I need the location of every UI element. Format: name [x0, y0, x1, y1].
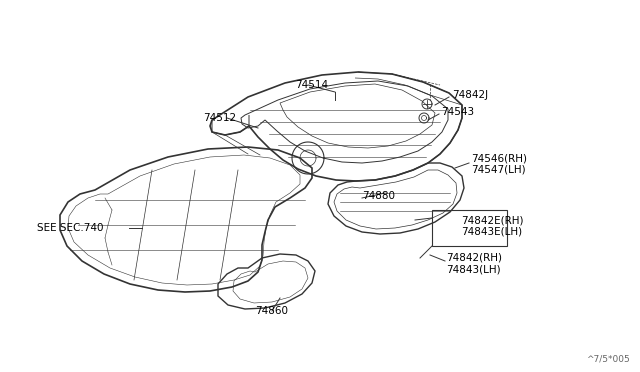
Text: 74842J: 74842J — [452, 90, 488, 100]
Bar — [432, 210, 507, 246]
Text: ^7/5*005: ^7/5*005 — [586, 355, 630, 364]
Text: 74842E(RH): 74842E(RH) — [461, 215, 524, 225]
Text: 74842(RH): 74842(RH) — [446, 253, 502, 263]
Text: 74543: 74543 — [441, 107, 474, 117]
Text: SEE SEC.740: SEE SEC.740 — [37, 223, 104, 233]
Text: 74880: 74880 — [362, 191, 395, 201]
Text: 74546(RH): 74546(RH) — [471, 153, 527, 163]
Text: 74843(LH): 74843(LH) — [446, 264, 500, 274]
Text: 74843E(LH): 74843E(LH) — [461, 226, 522, 236]
Text: 74512: 74512 — [203, 113, 236, 123]
Text: 74860: 74860 — [255, 306, 288, 316]
Text: 74547(LH): 74547(LH) — [471, 164, 525, 174]
Text: 74514: 74514 — [295, 80, 328, 90]
